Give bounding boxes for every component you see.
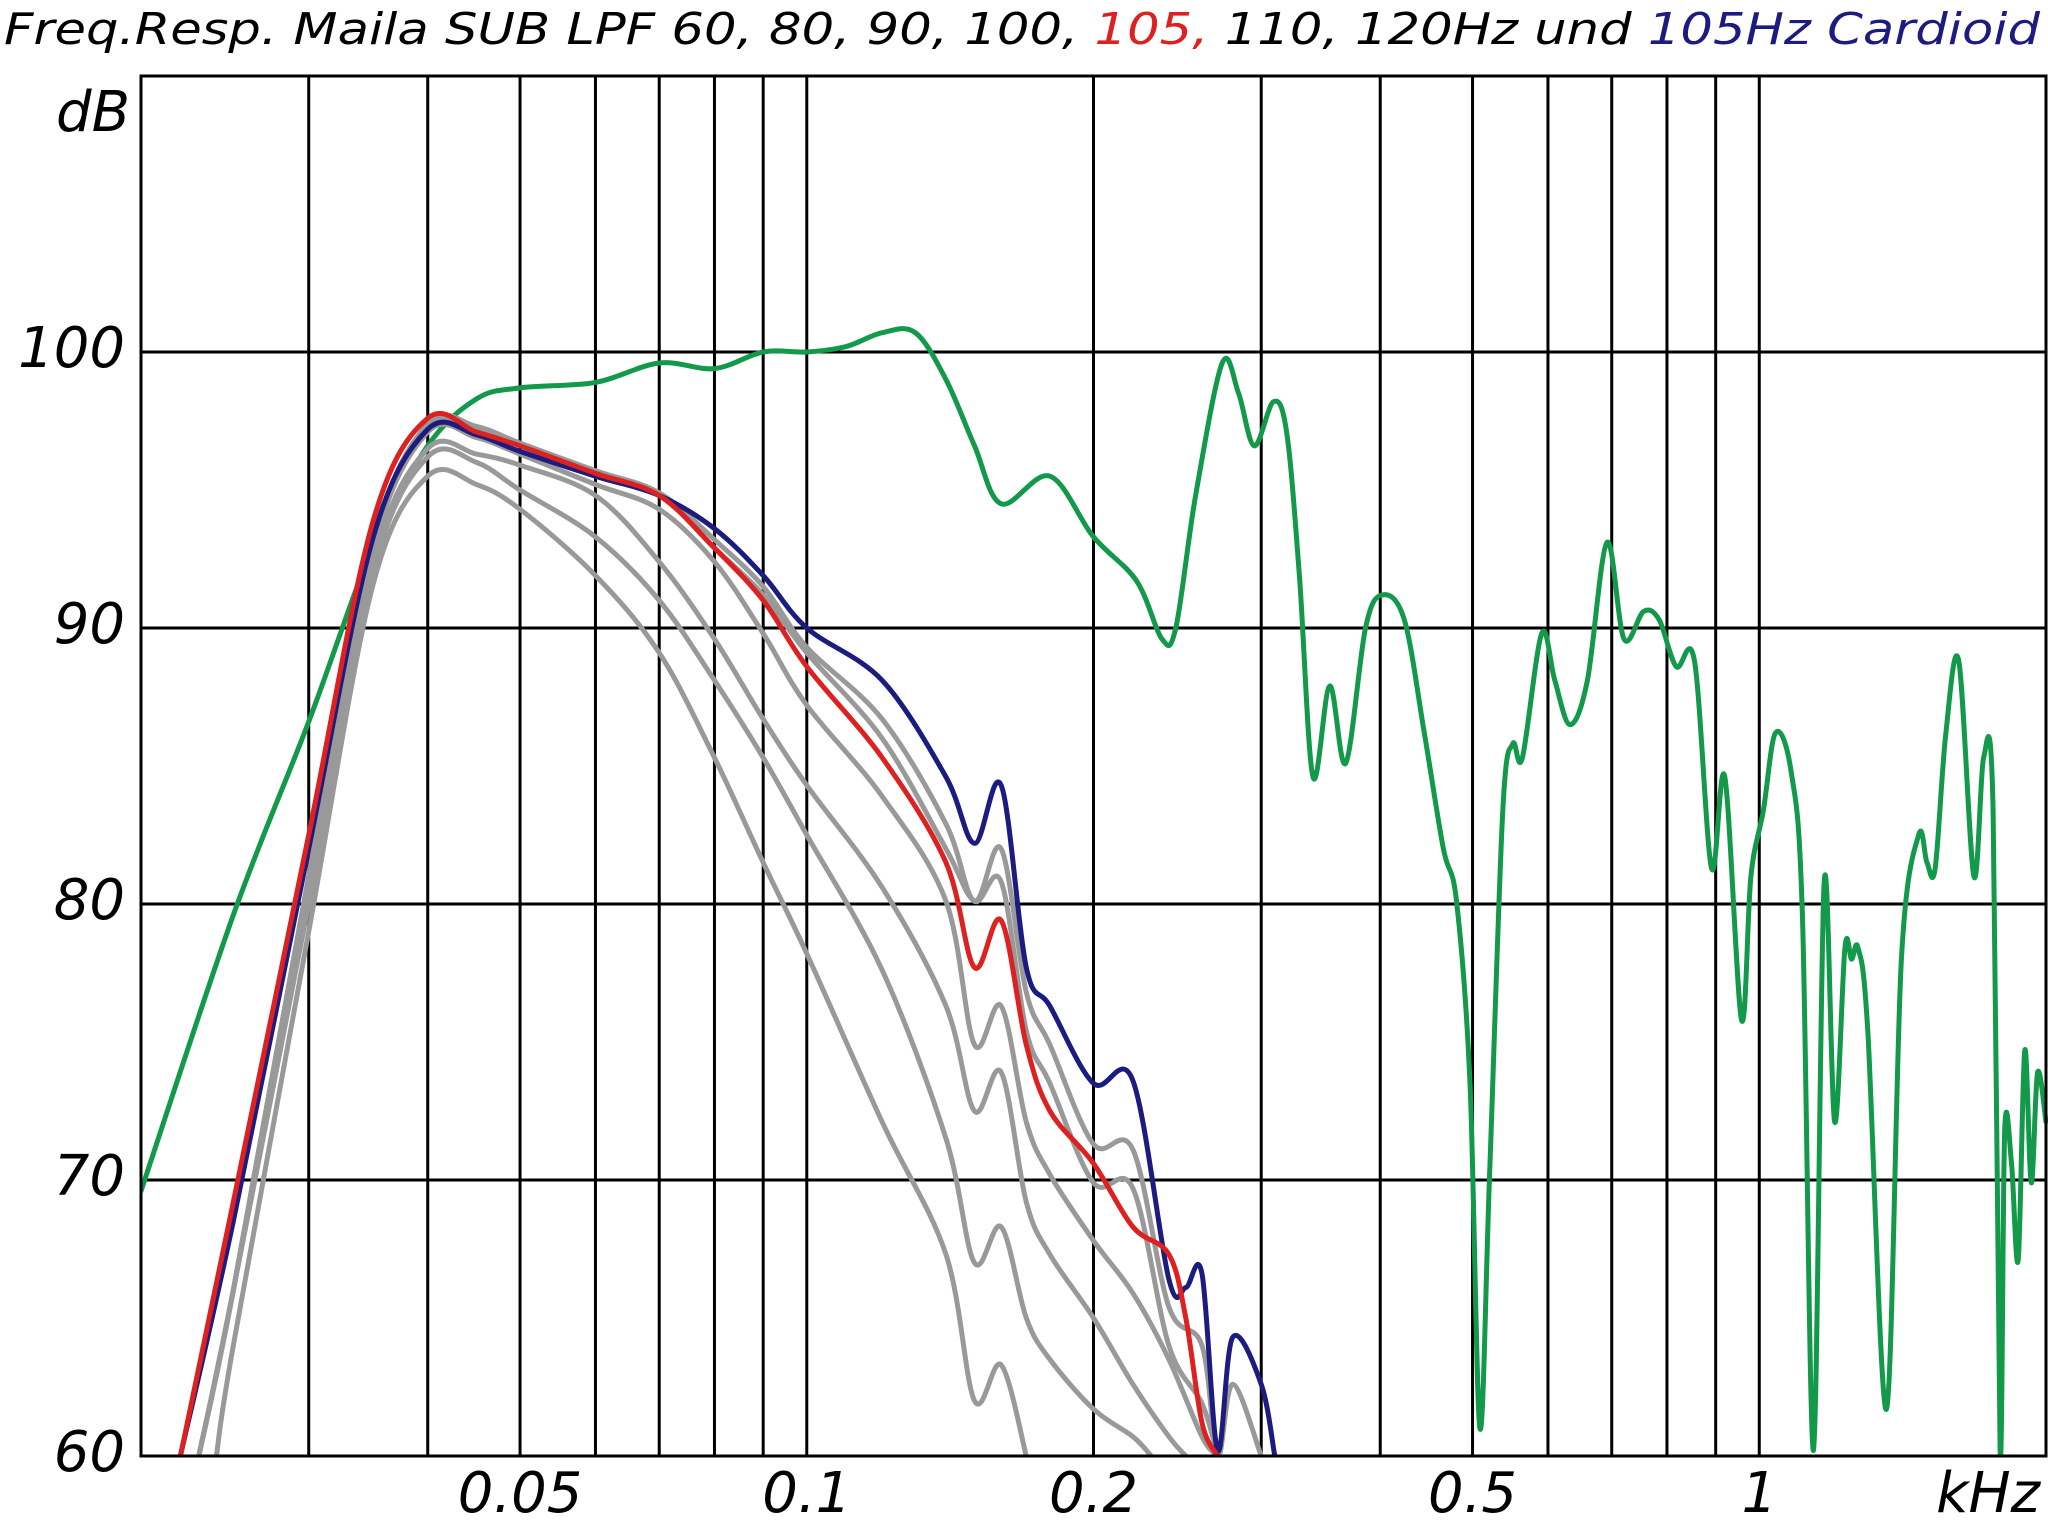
chart-title: Freq.Resp. Maila SUB LPF 60, 80, 90, 100… [4,4,2041,55]
series-line [177,419,1278,1456]
x-tick-label: 0.5 [1428,1461,1517,1526]
y-tick-label: 100 [18,316,125,381]
y-axis-label: dB [56,80,130,145]
series-line [213,467,1029,1456]
y-tick-label: 70 [54,1144,125,1209]
title-part: 105, [1095,4,1209,55]
x-tick-label: 1 [1741,1461,1777,1526]
x-tick-label: 0.05 [458,1461,583,1526]
plot-frame [139,74,2048,1458]
x-tick-label: 0.1 [762,1461,851,1526]
plot-lines [141,326,2048,1456]
series-line [141,326,2048,1456]
title-part: 110, 120Hz und [1208,4,1647,55]
grid [141,76,2046,1458]
title-part: 105Hz Cardioid [1648,4,2041,55]
y-tick-label: 60 [54,1420,125,1485]
x-axis-unit: kHz [1936,1461,2042,1526]
y-tick-label: 80 [54,868,125,933]
y-tick-label: 90 [54,592,125,657]
tick-labels: 60 70 80 90 100 0.05 0.1 0.2 0.5 1 [18,316,1777,1526]
series-line [196,438,1189,1456]
title-part: Freq.Resp. Maila SUB LPF 60, 80, 90, 100… [4,4,1095,55]
x-tick-label: 0.2 [1049,1461,1138,1526]
series-line [177,410,1221,1456]
